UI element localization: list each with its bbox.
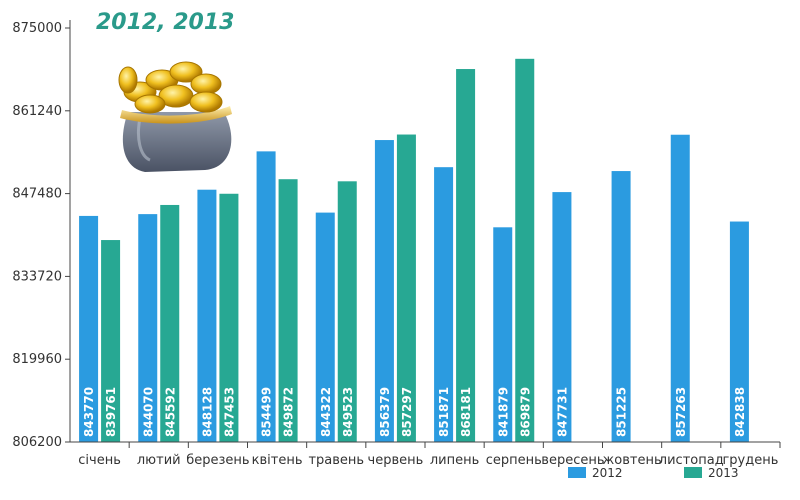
- legend-label: 2012: [592, 466, 623, 480]
- bar-value-label: 857297: [400, 387, 414, 437]
- x-tick-label: червень: [368, 453, 424, 468]
- bar-2012: [138, 214, 158, 442]
- y-tick-label: 819960: [12, 352, 62, 367]
- y-tick-label: 833720: [12, 269, 62, 284]
- bar-2013: [219, 193, 239, 442]
- bar-2012: [374, 140, 394, 442]
- bar-2013: [101, 240, 121, 442]
- x-tick-label: квітень: [252, 453, 303, 468]
- bar-value-label: 857263: [674, 387, 688, 437]
- bar-value-label: 849523: [341, 387, 355, 437]
- bar-value-label: 844322: [319, 387, 333, 437]
- bar-value-label: 851871: [437, 387, 451, 437]
- x-tick-label: грудень: [722, 453, 778, 468]
- bar-value-label: 848128: [200, 387, 214, 437]
- bar-value-label: 844070: [141, 387, 155, 437]
- x-tick-label: січень: [78, 453, 121, 468]
- bar-2013: [456, 69, 476, 443]
- x-tick-label: травень: [308, 453, 364, 468]
- y-tick-label: 806200: [12, 435, 62, 450]
- bar-2012: [256, 151, 276, 442]
- bar-2013: [396, 134, 416, 442]
- x-tick-label: листопад: [659, 453, 724, 468]
- bar-value-label: 851225: [615, 387, 629, 437]
- bar-2012: [434, 167, 454, 442]
- y-tick-label: 861240: [12, 104, 62, 119]
- bar-2012: [315, 212, 335, 442]
- x-tick-label: лютий: [137, 453, 181, 468]
- x-tick-label: вересень: [541, 453, 604, 468]
- bar-2013: [278, 179, 298, 442]
- bar-2012: [197, 189, 217, 442]
- bar-value-label: 868181: [459, 387, 473, 437]
- bar-2012: [493, 227, 513, 442]
- bar-2012: [552, 192, 572, 442]
- bar-value-label: 847731: [555, 387, 569, 437]
- bar-2013: [160, 204, 180, 442]
- bar-2012: [729, 221, 749, 442]
- bar-value-label: 842838: [733, 387, 747, 437]
- x-tick-label: березень: [186, 453, 249, 468]
- chart-title: 2012, 2013: [96, 10, 235, 35]
- bar-value-label: 839761: [104, 387, 118, 437]
- bar-value-label: 841879: [496, 387, 510, 437]
- bar-value-label: 854499: [260, 387, 274, 437]
- bar-value-label: 869879: [518, 387, 532, 437]
- bar-value-label: 843770: [82, 387, 96, 437]
- bar-2012: [79, 215, 99, 442]
- bar-2013: [337, 181, 357, 442]
- bar-2012: [611, 171, 631, 442]
- y-tick-label: 875000: [12, 21, 62, 36]
- x-tick-label: липень: [430, 453, 479, 468]
- legend-swatch-2012: [568, 467, 586, 478]
- x-tick-label: жовтень: [603, 453, 662, 468]
- bar-value-label: 856379: [378, 387, 392, 437]
- bar-value-label: 847453: [222, 387, 236, 437]
- bar-value-label: 849872: [282, 387, 296, 437]
- legend-label: 2013: [708, 466, 739, 480]
- bar-2012: [670, 134, 690, 442]
- legend-swatch-2013: [684, 467, 702, 478]
- bar-2013: [515, 58, 535, 443]
- y-tick-label: 847480: [12, 187, 62, 202]
- x-tick-label: серпень: [486, 453, 542, 468]
- bar-value-label: 845592: [163, 387, 177, 437]
